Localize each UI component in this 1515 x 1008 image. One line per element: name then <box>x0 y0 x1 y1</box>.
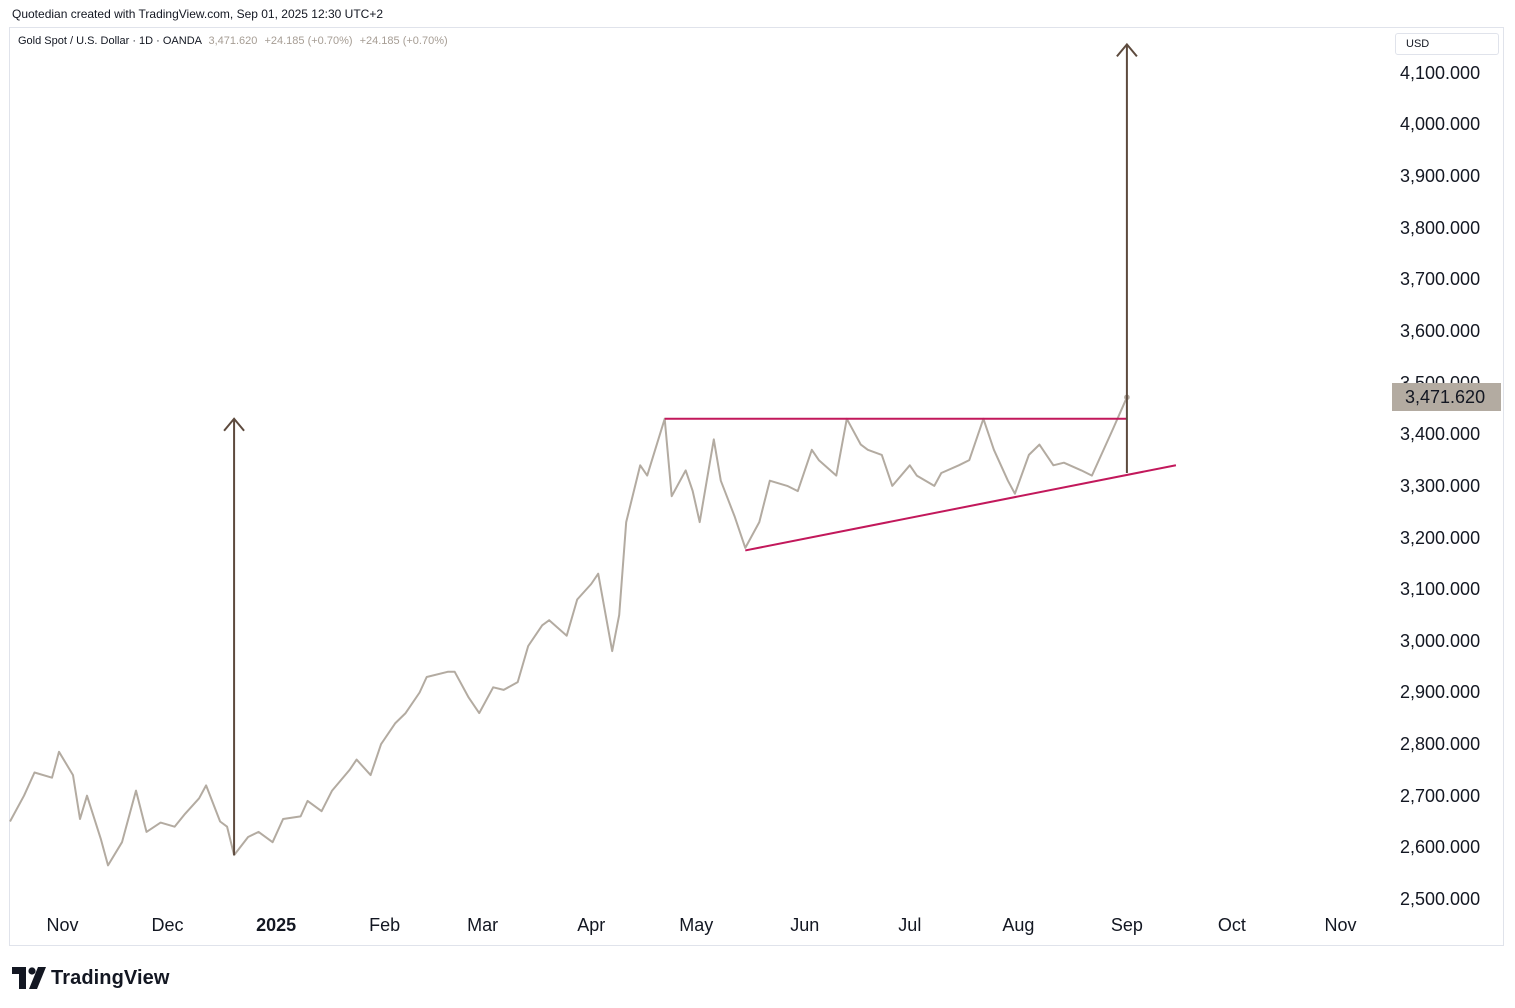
price-tick-label: 3,700.000 <box>1400 269 1481 290</box>
price-tick-label: 3,400.000 <box>1400 424 1481 445</box>
symbol-title: Gold Spot / U.S. Dollar · 1D · OANDA <box>18 35 202 47</box>
price-tick-label: 2,600.000 <box>1400 837 1481 858</box>
time-tick-label: Jun <box>790 915 820 935</box>
price-tick-label: 4,000.000 <box>1400 114 1481 135</box>
price-tick-label: 3,600.000 <box>1400 321 1481 341</box>
price-tick-label: 3,100.000 <box>1400 579 1481 600</box>
last-price-label: 3,471.620 <box>1392 383 1501 412</box>
chart-credit: Quotedian created with TradingView.com, … <box>12 7 384 21</box>
time-tick-label: Nov <box>1324 915 1357 935</box>
price-tick-label: 2,700.000 <box>1400 785 1481 806</box>
legend-change-repeat: +24.185 (+0.70%) <box>359 35 448 47</box>
time-tick-label: Jul <box>898 915 922 935</box>
legend-values: 3,471.620 +24.185 (+0.70%) +24.185 (+0.7… <box>208 35 451 47</box>
time-tick-label: Sep <box>1110 915 1143 935</box>
tradingview-logo[interactable]: TradingView <box>12 966 170 990</box>
time-tick-label: Aug <box>1002 915 1035 935</box>
price-tick-label: 2,900.000 <box>1400 682 1481 703</box>
time-tick-label: Oct <box>1217 915 1246 935</box>
tradingview-logo-icon <box>12 967 46 989</box>
price-tick-label: 3,300.000 <box>1400 475 1481 496</box>
tradingview-wordmark: TradingView <box>51 966 170 989</box>
price-tick-label: 3,900.000 <box>1400 166 1481 187</box>
time-tick-label: Mar <box>467 915 499 935</box>
price-tick-label: 3,200.000 <box>1400 527 1481 548</box>
time-tick-label: Feb <box>369 915 401 935</box>
price-tick-label: 2,800.000 <box>1400 734 1481 755</box>
price-tick-label: 3,000.000 <box>1400 630 1481 651</box>
time-tick-label: 2025 <box>256 915 297 935</box>
price-tick-label: 4,100.000 <box>1400 62 1481 83</box>
price-tick-label: 2,500.000 <box>1400 889 1481 909</box>
price-tick-label: 3,800.000 <box>1400 217 1481 238</box>
symbol-legend[interactable]: Gold Spot / U.S. Dollar · 1D · OANDA 3,4… <box>18 35 452 47</box>
legend-change: +24.185 (+0.70%) <box>264 35 353 47</box>
measured-move-2024-arrow[interactable] <box>223 417 245 856</box>
time-tick-label: Nov <box>46 915 79 935</box>
gold-price-line[interactable] <box>9 396 1128 867</box>
legend-close: 3,471.620 <box>208 35 258 47</box>
measured-move-2025-arrow[interactable] <box>1116 42 1138 473</box>
time-tick-label: May <box>679 915 714 935</box>
time-tick-label: Apr <box>577 915 606 935</box>
rising-support-line[interactable] <box>745 464 1177 552</box>
time-tick-label: Dec <box>151 915 184 935</box>
chart-frame <box>9 27 1504 946</box>
currency-selector[interactable]: USD <box>1395 33 1499 55</box>
